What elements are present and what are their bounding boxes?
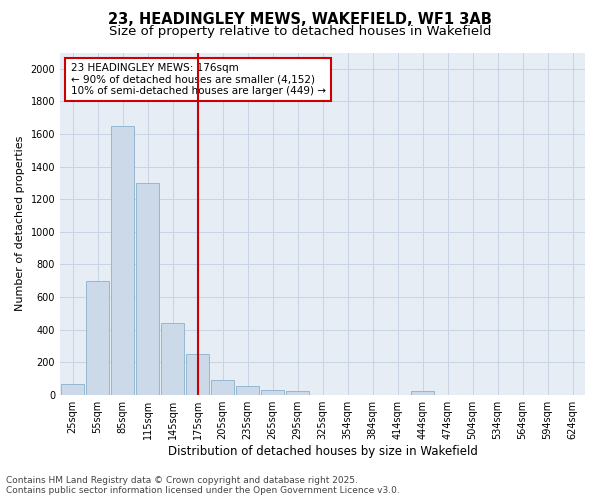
Text: 23 HEADINGLEY MEWS: 176sqm
← 90% of detached houses are smaller (4,152)
10% of s: 23 HEADINGLEY MEWS: 176sqm ← 90% of deta… — [71, 63, 326, 96]
Y-axis label: Number of detached properties: Number of detached properties — [15, 136, 25, 312]
Bar — [286, 392, 309, 394]
Bar — [61, 384, 84, 394]
Text: Size of property relative to detached houses in Wakefield: Size of property relative to detached ho… — [109, 25, 491, 38]
X-axis label: Distribution of detached houses by size in Wakefield: Distribution of detached houses by size … — [167, 444, 478, 458]
Bar — [161, 323, 184, 394]
Bar — [186, 354, 209, 395]
Bar — [111, 126, 134, 394]
Bar — [211, 380, 234, 394]
Text: Contains HM Land Registry data © Crown copyright and database right 2025.
Contai: Contains HM Land Registry data © Crown c… — [6, 476, 400, 495]
Bar — [136, 183, 159, 394]
Bar — [86, 280, 109, 394]
Text: 23, HEADINGLEY MEWS, WAKEFIELD, WF1 3AB: 23, HEADINGLEY MEWS, WAKEFIELD, WF1 3AB — [108, 12, 492, 28]
Bar — [236, 386, 259, 394]
Bar — [411, 392, 434, 394]
Bar — [261, 390, 284, 394]
